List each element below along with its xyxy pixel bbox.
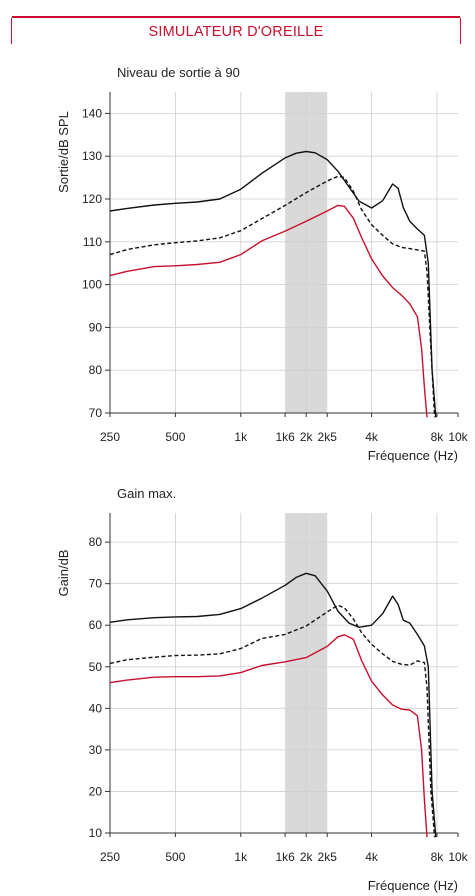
section-title: SIMULATEUR D'OREILLE — [148, 24, 324, 40]
x-tick-label: 500 — [165, 850, 185, 864]
y-tick-label: 130 — [82, 149, 102, 163]
y-tick-label: 70 — [89, 406, 103, 420]
x-tick-label: 1k — [234, 850, 248, 864]
x-tick-label: 4k — [365, 430, 379, 444]
chart-title: Niveau de sortie à 90 — [117, 65, 240, 80]
x-tick-label: 8k — [431, 430, 445, 444]
x-tick-label: 2k — [300, 430, 314, 444]
x-axis-label: Fréquence (Hz) — [368, 878, 458, 893]
series-line-red — [109, 634, 428, 838]
x-tick-label: 250 — [100, 430, 120, 444]
y-tick-label: 10 — [89, 826, 103, 840]
x-tick-label: 10k — [448, 430, 468, 444]
series-line-dashed — [109, 175, 436, 418]
y-tick-label: 50 — [89, 660, 103, 674]
y-axis-label: Gain/dB — [56, 550, 71, 597]
x-axis-label: Fréquence (Hz) — [368, 448, 458, 463]
y-axis-label: Sortie/dB SPL — [56, 111, 71, 193]
x-tick-label: 250 — [100, 850, 120, 864]
series-line-red — [109, 204, 428, 418]
x-tick-label: 10k — [448, 850, 468, 864]
x-tick-label: 2k5 — [318, 430, 338, 444]
x-tick-label: 8k — [431, 850, 445, 864]
y-tick-label: 80 — [89, 363, 103, 377]
x-tick-label: 1k6 — [275, 850, 295, 864]
x-tick-label: 2k5 — [318, 850, 338, 864]
series-line-black — [109, 572, 437, 838]
x-tick-label: 1k — [234, 430, 248, 444]
x-tick-label: 1k6 — [275, 430, 295, 444]
x-tick-label: 4k — [365, 850, 379, 864]
y-tick-label: 90 — [89, 320, 103, 334]
y-tick-label: 80 — [89, 535, 103, 549]
series-line-dashed — [109, 604, 436, 838]
y-tick-label: 40 — [89, 701, 103, 715]
x-tick-label: 500 — [165, 430, 185, 444]
y-tick-label: 120 — [82, 192, 102, 206]
y-tick-label: 70 — [89, 577, 103, 591]
y-tick-label: 60 — [89, 618, 103, 632]
chart-2: 10 20 30 40 50 60 70 80 250 500 1k 1k6 2k 2k5 4k 8k 10k G… — [56, 486, 469, 893]
series-line-black — [109, 150, 437, 418]
y-tick-label: 140 — [82, 106, 102, 120]
y-tick-label: 100 — [82, 278, 102, 292]
section-header: SIMULATEUR D'OREILLE — [11, 16, 461, 46]
x-tick-label: 2k — [300, 850, 314, 864]
chart-title: Gain max. — [117, 486, 176, 501]
y-tick-label: 30 — [89, 743, 103, 757]
y-tick-label: 20 — [89, 784, 103, 798]
chart-1: 70 80 90 100 110 120 130 140 250 500 1k 1k6 2k 2k5 4k 8… — [56, 65, 469, 463]
y-tick-label: 110 — [83, 235, 102, 249]
